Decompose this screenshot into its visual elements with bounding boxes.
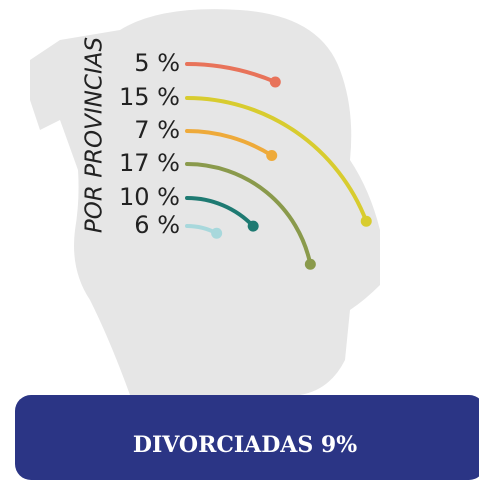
silhouette xyxy=(30,9,380,396)
arc-end xyxy=(247,220,259,232)
arc-end xyxy=(360,215,372,227)
value-label: 6 % xyxy=(134,211,180,239)
arc xyxy=(185,162,313,267)
value-label: 10 % xyxy=(119,183,180,211)
arc-end xyxy=(266,149,278,161)
arc xyxy=(185,62,278,84)
value-label: 15 % xyxy=(119,83,180,111)
value-label: 17 % xyxy=(119,149,180,177)
arc-end xyxy=(269,76,281,88)
banner-text: DIVORCIADAS 9% xyxy=(133,432,357,458)
value-label: 5 % xyxy=(134,49,180,77)
arc-end xyxy=(211,227,223,239)
arc xyxy=(185,129,274,158)
arc xyxy=(185,196,256,229)
arc xyxy=(185,96,369,224)
arc-end xyxy=(304,258,316,270)
chart-title: POR PROVINCIAS xyxy=(82,37,108,233)
banner xyxy=(15,395,479,480)
value-label: 7 % xyxy=(134,116,180,144)
